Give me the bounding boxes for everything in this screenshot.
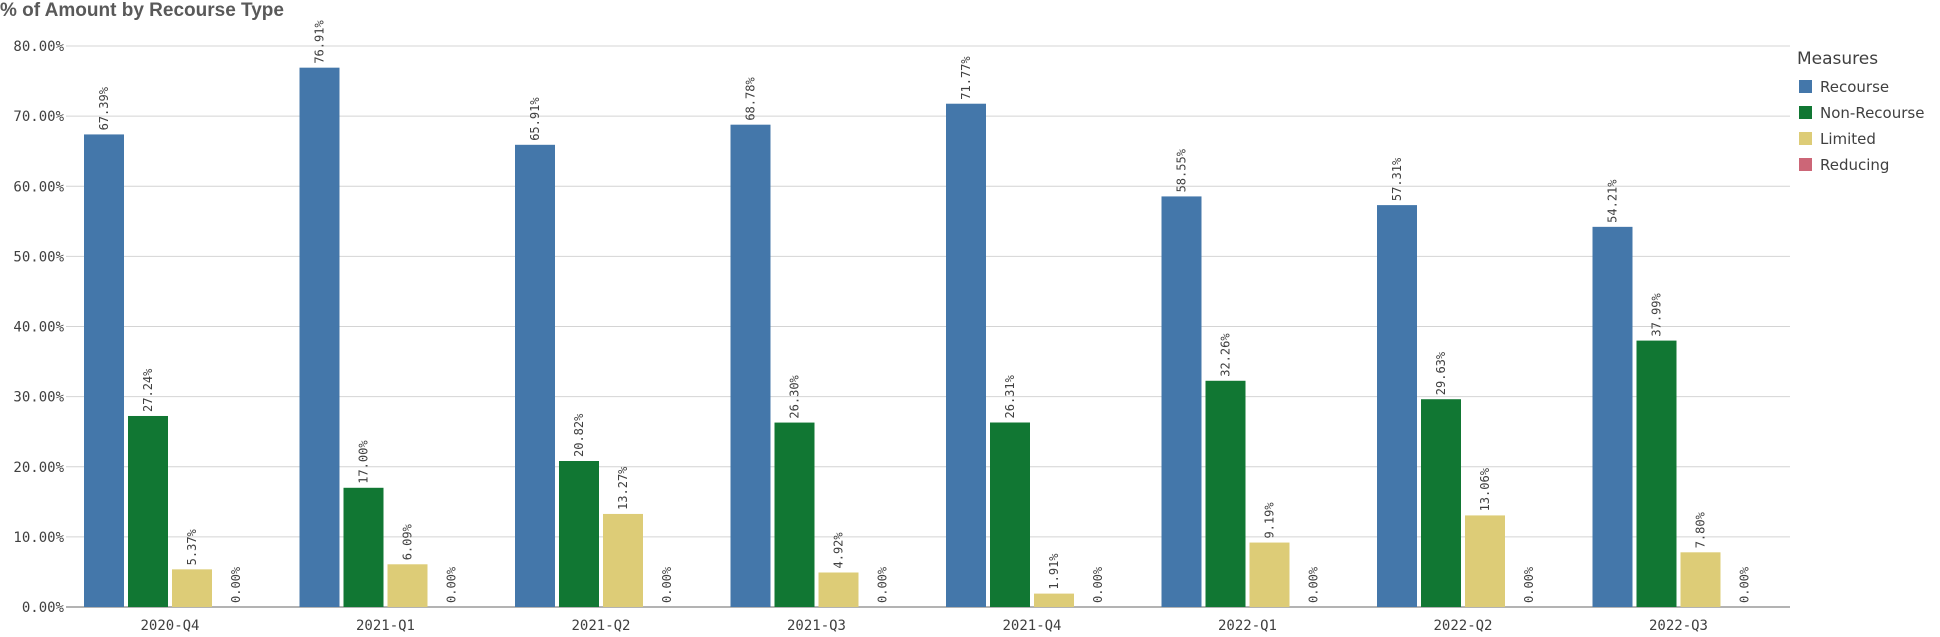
bar-recourse-2021-Q2[interactable]	[515, 144, 555, 607]
legend-item-reducing[interactable]: Reducing	[1820, 156, 1889, 174]
bar-recourse-2022-Q2[interactable]	[1377, 205, 1417, 607]
y-tick-label: 0.00%	[22, 600, 65, 616]
data-label: 58.55%	[1175, 148, 1189, 192]
data-label: 32.26%	[1219, 333, 1233, 377]
data-label: 7.80%	[1694, 511, 1708, 548]
data-label: 26.30%	[788, 374, 802, 418]
bar-recourse-2021-Q4[interactable]	[946, 103, 986, 607]
bar-limited-2022-Q3[interactable]	[1680, 552, 1721, 607]
bar-non-recourse-2020-Q4[interactable]	[128, 415, 168, 607]
y-tick-label: 50.00%	[13, 249, 64, 265]
data-label: 9.19%	[1263, 502, 1277, 539]
data-label: 27.24%	[141, 368, 155, 412]
data-label: 6.09%	[401, 523, 415, 560]
bar-recourse-2022-Q1[interactable]	[1161, 196, 1202, 607]
bar-non-recourse-2022-Q2[interactable]	[1421, 399, 1461, 607]
bar-limited-2021-Q4[interactable]	[1034, 593, 1074, 607]
y-tick-label: 30.00%	[13, 390, 64, 406]
data-label: 1.91%	[1047, 553, 1061, 590]
data-label: 29.63%	[1434, 351, 1448, 395]
legend-item-limited[interactable]: Limited	[1820, 130, 1876, 148]
data-label: 65.91%	[528, 97, 542, 141]
bar-recourse-2021-Q3[interactable]	[730, 124, 771, 608]
bar-limited-2020-Q4[interactable]	[172, 569, 212, 607]
legend-swatch-recourse[interactable]	[1799, 80, 1812, 93]
bar-limited-2022-Q1[interactable]	[1249, 542, 1290, 607]
legend-swatch-reducing[interactable]	[1799, 158, 1812, 171]
bar-limited-2021-Q1[interactable]	[387, 564, 428, 607]
data-label: 0.00%	[229, 566, 243, 603]
legend-item-non-recourse[interactable]: Non-Recourse	[1820, 104, 1924, 122]
data-label: 37.99%	[1650, 292, 1664, 336]
data-label: 5.37%	[185, 528, 199, 565]
y-tick-label: 80.00%	[13, 39, 64, 55]
bar-non-recourse-2022-Q3[interactable]	[1636, 340, 1677, 607]
bar-recourse-2021-Q1[interactable]	[299, 67, 340, 607]
data-label: 0.00%	[1091, 566, 1105, 603]
data-label: 76.91%	[313, 20, 327, 64]
data-label: 13.27%	[616, 466, 630, 510]
x-tick-label: 2022-Q1	[1218, 618, 1277, 634]
x-tick-label: 2021-Q4	[1002, 618, 1061, 634]
x-tick-label: 2022-Q3	[1649, 618, 1708, 634]
bar-limited-2022-Q2[interactable]	[1465, 515, 1505, 607]
x-tick-label: 2021-Q3	[787, 618, 846, 634]
bar-recourse-2022-Q3[interactable]	[1592, 226, 1633, 608]
chart-title: % of Amount by Recourse Type	[0, 0, 284, 21]
data-label: 57.31%	[1390, 157, 1404, 201]
legend-title: Measures	[1797, 49, 1878, 69]
data-label: 68.78%	[744, 77, 758, 121]
data-label: 4.92%	[832, 532, 846, 569]
data-label: 71.77%	[959, 56, 973, 100]
data-label: 54.21%	[1606, 179, 1620, 223]
y-tick-label: 10.00%	[13, 530, 64, 546]
data-label: 13.06%	[1478, 467, 1492, 511]
bar-non-recourse-2021-Q3[interactable]	[774, 422, 815, 607]
data-label: 26.31%	[1003, 374, 1017, 418]
bar-non-recourse-2021-Q4[interactable]	[990, 422, 1030, 607]
y-tick-label: 20.00%	[13, 460, 64, 476]
y-tick-label: 60.00%	[13, 179, 64, 195]
data-label: 0.00%	[876, 566, 890, 603]
x-tick-label: 2021-Q1	[356, 618, 415, 634]
bar-non-recourse-2021-Q1[interactable]	[343, 487, 384, 607]
data-label: 0.00%	[1307, 566, 1321, 603]
data-label: 17.00%	[357, 440, 371, 484]
x-tick-label: 2020-Q4	[140, 618, 199, 634]
bar-limited-2021-Q2[interactable]	[603, 513, 643, 607]
y-tick-label: 40.00%	[13, 320, 64, 336]
legend-swatch-limited[interactable]	[1799, 132, 1812, 145]
data-label: 20.82%	[572, 413, 586, 457]
data-label: 0.00%	[1738, 566, 1752, 603]
bar-limited-2021-Q3[interactable]	[818, 572, 859, 607]
y-tick-label: 70.00%	[13, 109, 64, 125]
data-label: 0.00%	[660, 566, 674, 603]
legend-item-recourse[interactable]: Recourse	[1820, 78, 1889, 96]
data-label: 67.39%	[97, 86, 111, 130]
data-label: 0.00%	[1522, 566, 1536, 603]
legend-swatch-non-recourse[interactable]	[1799, 106, 1812, 119]
data-label: 0.00%	[445, 566, 459, 603]
x-tick-label: 2021-Q2	[571, 618, 630, 634]
x-tick-label: 2022-Q2	[1433, 618, 1492, 634]
bar-non-recourse-2022-Q1[interactable]	[1205, 380, 1246, 607]
bar-non-recourse-2021-Q2[interactable]	[559, 460, 599, 607]
bar-recourse-2020-Q4[interactable]	[84, 134, 124, 608]
